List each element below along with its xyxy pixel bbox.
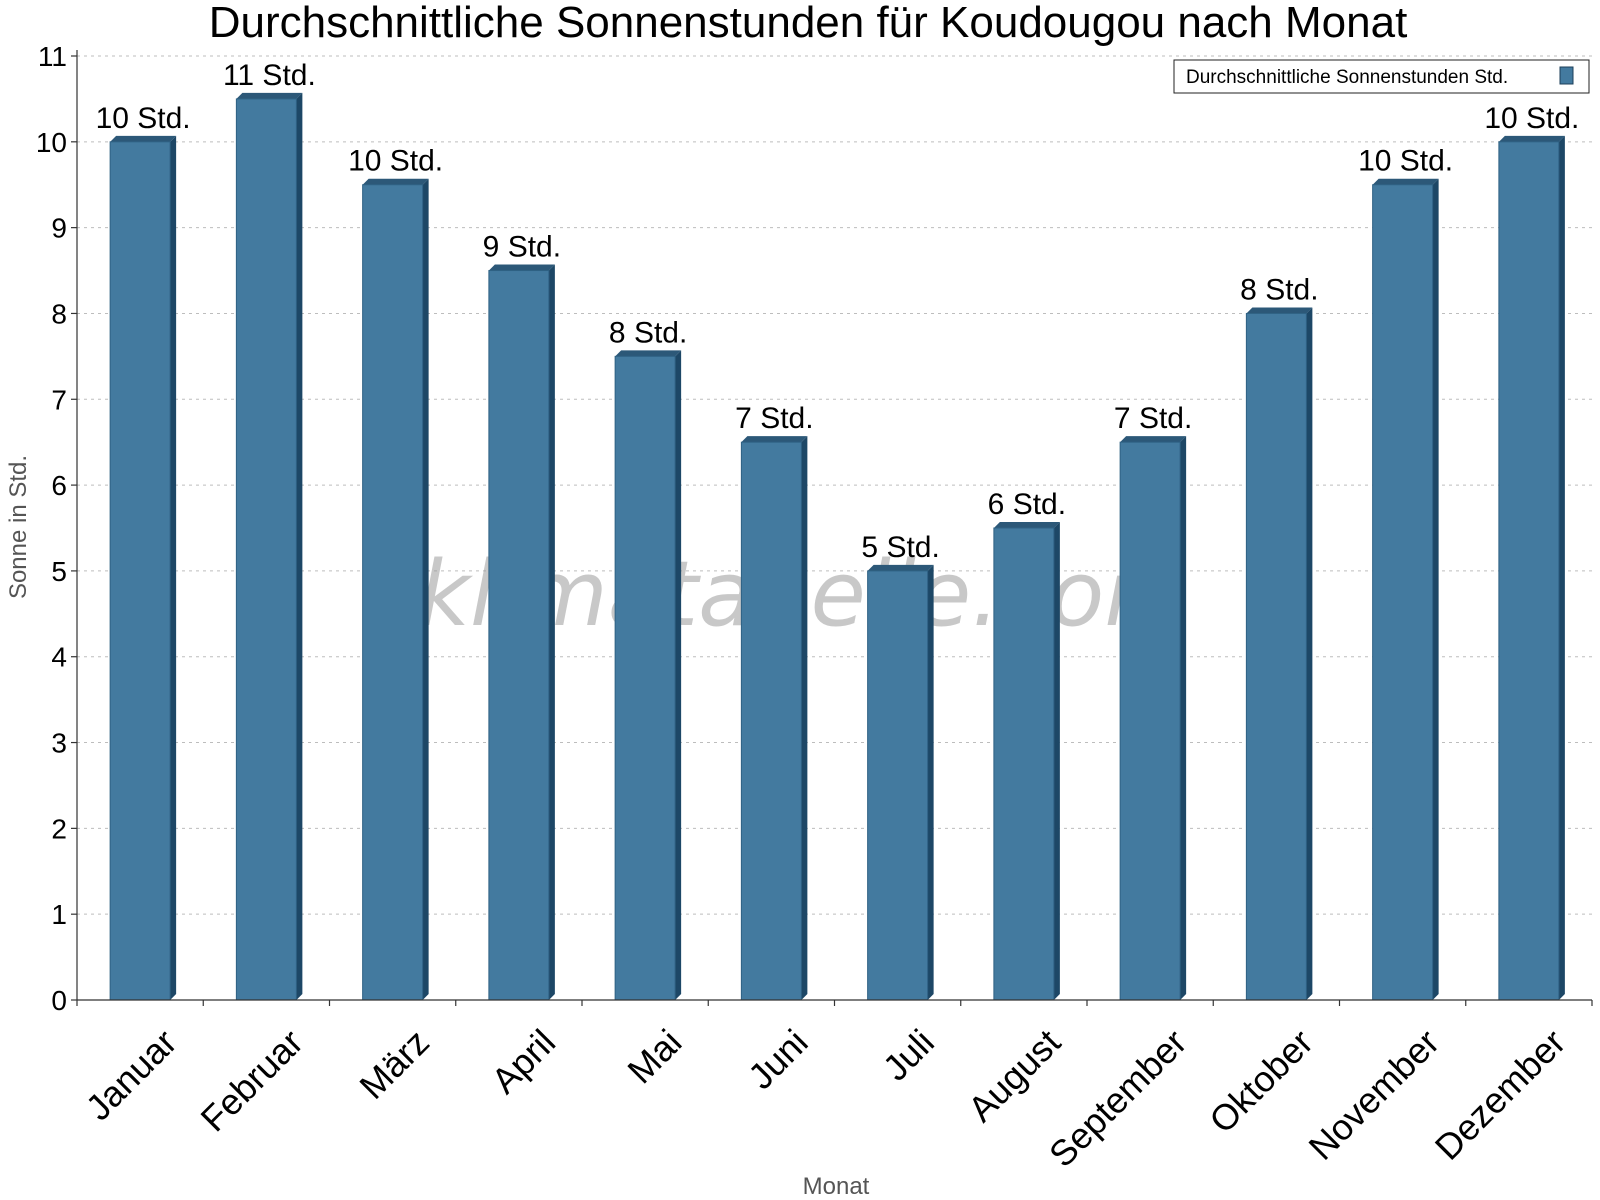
data-label: 10 Std. [1358, 145, 1453, 178]
bar-november [1372, 178, 1439, 1001]
bar-front [614, 355, 676, 1001]
y-tick-label: 7 [51, 384, 67, 415]
chart-title: Durchschnittliche Sonnenstunden für Koud… [209, 0, 1408, 47]
x-tick-label: September [1041, 1021, 1195, 1175]
bar-front [109, 141, 171, 1001]
bar-top [1120, 436, 1187, 443]
data-label: 5 Std. [861, 531, 939, 564]
bar-side [675, 350, 682, 1000]
bar-top [1372, 178, 1439, 185]
bar-front [867, 570, 929, 1001]
bar-side [927, 564, 934, 1000]
bar-september [1119, 436, 1187, 1001]
x-tick-label: Oktober [1201, 1021, 1321, 1141]
data-label: 10 Std. [96, 102, 191, 135]
data-label: 10 Std. [1484, 102, 1579, 135]
bar-top [741, 436, 808, 443]
x-tick-label: April [483, 1021, 563, 1101]
bar-top [236, 92, 303, 99]
bar-februar [235, 92, 303, 1001]
bar-juni [740, 436, 808, 1001]
bar-side [1306, 307, 1313, 1000]
bar-front [1119, 441, 1181, 1001]
bar-side [548, 264, 555, 1001]
bar-august [993, 522, 1060, 1001]
legend-box [1173, 59, 1590, 94]
data-label: 7 Std. [1114, 402, 1192, 435]
bar-juli [867, 564, 934, 1001]
y-tick-label: 11 [38, 41, 67, 72]
bar-side [1432, 178, 1439, 1000]
data-label: 11 Std. [223, 59, 316, 92]
y-tick-label: 6 [51, 470, 67, 501]
legend-label: Durchschnittliche Sonnenstunden Std. [1186, 67, 1508, 88]
bar-dezember [1498, 135, 1565, 1001]
bar-januar [109, 135, 177, 1001]
bar-top [488, 264, 555, 271]
grid-lines [77, 55, 1592, 915]
bar-front [740, 441, 802, 1001]
y-tick-label: 3 [51, 728, 67, 759]
bar-top [110, 135, 177, 142]
legend: Durchschnittliche Sonnenstunden Std. [1173, 59, 1590, 94]
bar-front [1372, 184, 1434, 1001]
bar-märz [362, 178, 429, 1001]
x-axis-label: Monat [803, 1173, 870, 1200]
data-label: 7 Std. [735, 402, 813, 435]
x-tick-label: Juli [875, 1021, 942, 1088]
bar-front [235, 98, 297, 1001]
bar-front [993, 527, 1055, 1001]
data-label: 8 Std. [609, 316, 687, 349]
bar-top [615, 350, 682, 357]
bar-top [1498, 135, 1565, 142]
bar-mai [614, 350, 682, 1001]
data-label: 8 Std. [1240, 273, 1318, 306]
y-tick-label: 8 [51, 298, 67, 329]
bar-side [170, 135, 177, 1000]
bars [109, 92, 1565, 1001]
y-axis-label: Sonne in Std. [5, 455, 32, 599]
y-tick-label: 5 [51, 556, 67, 587]
bar-front [488, 270, 550, 1001]
bar-side [1053, 522, 1060, 1000]
bar-side [1180, 436, 1187, 1000]
data-label: 9 Std. [483, 231, 561, 264]
y-tick-label: 4 [51, 642, 67, 673]
bar-april [488, 264, 555, 1001]
bar-oktober [1245, 307, 1313, 1001]
y-tick-label: 1 [51, 899, 67, 930]
x-tick-label: November [1301, 1021, 1447, 1167]
data-labels: 10 Std. 11 Std. 10 Std. 9 Std. 8 Std. 7 Std. 5… [96, 59, 1580, 564]
bar-top [993, 522, 1060, 528]
bar-side [422, 178, 429, 1000]
bar-front [1498, 141, 1560, 1001]
x-tick-label: Dezember [1427, 1021, 1573, 1167]
legend-swatch [1559, 66, 1574, 85]
bar-front [1245, 312, 1307, 1001]
y-tick-label: 10 [36, 127, 67, 158]
bar-top [362, 178, 429, 185]
bar-top [867, 564, 934, 571]
y-tick-label: 2 [51, 813, 67, 844]
bar-side [296, 92, 303, 1001]
bar-front [362, 184, 424, 1001]
x-tick-label: August [960, 1021, 1068, 1129]
bar-side [1558, 135, 1565, 1000]
bar-top [1246, 307, 1313, 314]
y-tick-label: 9 [51, 213, 67, 244]
x-tick-label: Januar [78, 1021, 185, 1128]
y-tick-label: 0 [51, 985, 67, 1016]
x-tick-label: Februar [193, 1021, 311, 1139]
x-tick-label: Juni [740, 1021, 816, 1097]
bar-side [801, 436, 808, 1000]
x-tick-label: Mai [619, 1021, 689, 1091]
data-label: 6 Std. [988, 488, 1066, 521]
x-tick-label: März [351, 1021, 437, 1107]
data-label: 10 Std. [348, 145, 443, 178]
